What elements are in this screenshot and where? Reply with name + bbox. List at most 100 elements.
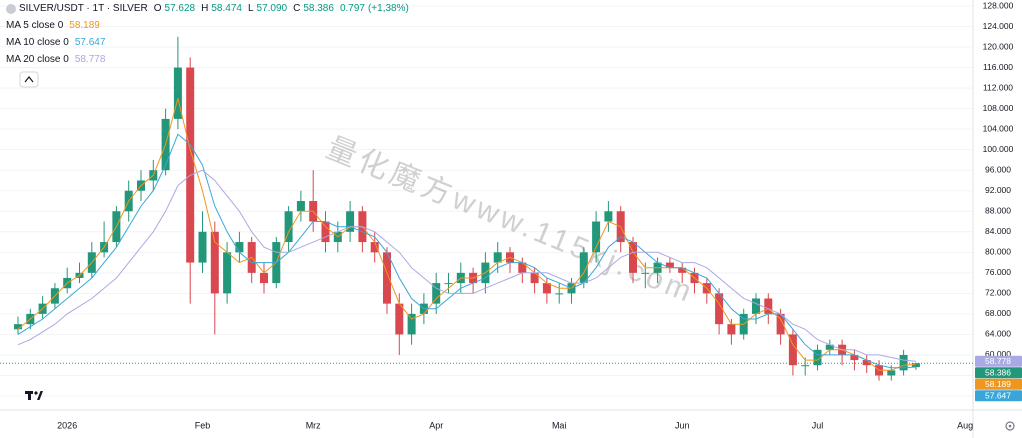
symbol: SILVER/USDT · 1T · SILVER: [19, 3, 148, 14]
candle-body: [260, 272, 268, 284]
candle-body: [444, 283, 453, 285]
candle-body: [850, 354, 859, 361]
candle-body: [887, 370, 896, 376]
candle-body: [555, 293, 564, 295]
legend-entry: MA 20 close 0 58.778: [6, 54, 105, 65]
y-tick-label: 116.000: [983, 62, 1013, 72]
x-tick-label: Mai: [552, 420, 567, 430]
legend-value: 57.647: [74, 37, 106, 48]
candle-body: [592, 221, 601, 253]
candle-body: [432, 283, 441, 304]
candle-body: [370, 242, 379, 253]
price-badge: [975, 378, 1022, 390]
candle-body: [284, 211, 293, 243]
candle-body: [629, 242, 637, 273]
candle-body: [899, 354, 908, 371]
change-pct: (+1,38%): [367, 3, 409, 14]
legend-entry: MA 5 close 0 58.189: [6, 20, 100, 31]
candle-body: [788, 334, 797, 366]
quote-value: 57.090: [256, 3, 288, 14]
quote-name: L: [247, 3, 254, 14]
y-tick-label: 120.000: [983, 41, 1014, 51]
x-tick-label: Mrz: [306, 420, 321, 430]
candle-body: [518, 262, 527, 273]
legend-value: 58.189: [69, 20, 100, 31]
x-tick-label: Jun: [675, 420, 690, 430]
candle-body: [727, 324, 736, 335]
collapse-button[interactable]: [19, 71, 39, 88]
price-badge-label: 58.778: [985, 356, 1011, 366]
candle-body: [198, 231, 207, 263]
candle-body: [346, 211, 355, 232]
legend-value: 58.778: [74, 54, 106, 65]
candle-body: [395, 303, 404, 335]
candle-body: [678, 267, 687, 273]
candle-body: [173, 67, 182, 119]
y-tick-label: 128.000: [983, 0, 1014, 10]
ma-line: [17, 98, 916, 371]
quote-name: O: [153, 3, 162, 14]
y-tick-label: 84.000: [985, 226, 1011, 236]
candle-body: [715, 293, 724, 325]
candle-body: [321, 221, 330, 243]
candle-body: [813, 349, 822, 366]
candle-body: [14, 324, 22, 330]
quote-name: H: [201, 3, 209, 14]
y-tick-label: 92.000: [985, 185, 1011, 195]
y-tick-label: 100.000: [983, 144, 1014, 154]
x-tick-label: 2026: [57, 420, 77, 430]
tv-logo: [25, 391, 43, 400]
y-tick-label: 76.000: [985, 267, 1011, 277]
ma-line: [17, 133, 916, 369]
candle-body: [407, 313, 416, 335]
y-tick-label: 68.000: [985, 308, 1011, 318]
candle-body: [210, 231, 219, 294]
price-badge-label: 58.386: [985, 367, 1011, 377]
candle-body: [542, 283, 551, 294]
legend-name: MA 10 close 0: [6, 37, 69, 48]
candle-body: [383, 252, 391, 304]
price-badge: [975, 355, 1022, 367]
candle-body: [776, 313, 785, 335]
change: 0.797: [339, 3, 365, 14]
candle-body: [752, 298, 760, 314]
y-tick-label: 112.000: [983, 82, 1013, 92]
candle-body: [530, 272, 539, 284]
y-tick-label: 104.000: [983, 123, 1014, 133]
watermark: 量化魔方www.115kj.com: [322, 131, 700, 309]
candle-body: [641, 272, 650, 274]
candle-body: [764, 298, 773, 314]
x-tick-label: Aug: [957, 420, 973, 430]
candle-body: [579, 252, 588, 284]
candle-body: [862, 360, 871, 366]
y-tick-label: 108.000: [983, 103, 1014, 113]
price-badge: [975, 390, 1022, 402]
legend-name: MA 20 close 0: [6, 54, 69, 65]
y-tick-label: 60.000: [985, 349, 1011, 359]
quote-name: C: [293, 3, 301, 14]
legend-name: MA 5 close 0: [6, 20, 64, 31]
candle-body: [801, 365, 810, 367]
candle-body: [235, 242, 244, 253]
candle-body: [911, 363, 920, 368]
ma-line: [17, 169, 916, 362]
x-tick-label: Feb: [195, 420, 211, 430]
x-tick-label: Apr: [429, 420, 443, 430]
y-tick-label: 64.000: [985, 329, 1011, 339]
legend-entry: MA 10 close 0 57.647: [6, 37, 105, 48]
price-badge: [975, 367, 1022, 379]
candle-body: [825, 344, 834, 350]
quote-value: 57.628: [164, 3, 196, 14]
settings-icon[interactable]: [1005, 421, 1015, 431]
x-tick-label: Jul: [812, 420, 824, 430]
candle-body: [665, 262, 674, 268]
candle-body: [186, 67, 195, 263]
quote-value: 58.386: [303, 3, 334, 14]
y-tick-label: 80.000: [985, 247, 1011, 257]
candle-body: [604, 211, 613, 222]
candle-body: [493, 252, 502, 263]
y-tick-label: 96.000: [985, 164, 1011, 174]
candle-body: [223, 252, 232, 294]
